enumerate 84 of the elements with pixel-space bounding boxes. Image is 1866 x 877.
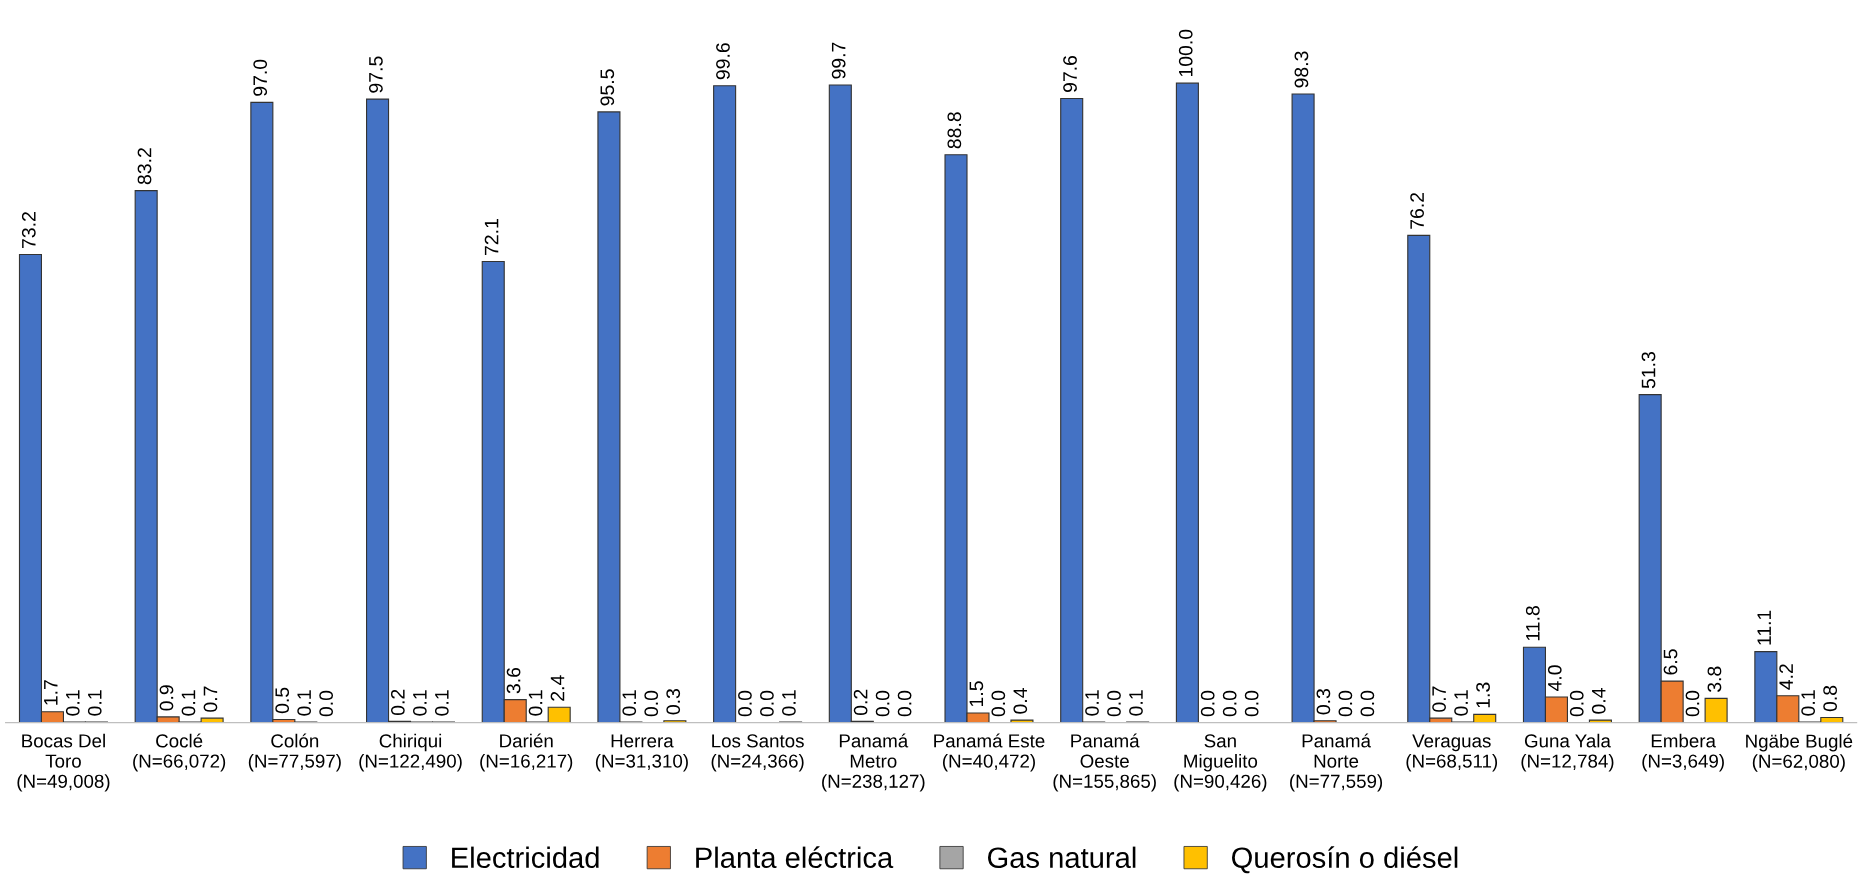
data-label: 97.0 [253,59,268,96]
data-label: 0.0 [1685,690,1700,717]
x-tick-label: Panamá Este (N=40,472) [934,733,1045,772]
data-label: 99.7 [831,42,846,79]
data-label: 0.0 [1569,690,1584,717]
data-label: 0.4 [1013,688,1028,714]
x-tick-label: Panamá Oeste (N=155,865) [1053,733,1156,792]
data-label: 73.2 [21,212,36,248]
data-label: 0.1 [782,690,796,716]
data-label: 0.1 [412,690,427,716]
data-label: 98.3 [1294,51,1309,88]
x-tick-label: Panamá Metro (N=238,127) [822,733,925,792]
x-tick-label: Darién (N=16,217) [480,733,573,772]
data-label: 0.2 [853,689,868,716]
data-label: 99.6 [716,43,730,80]
data-label: 0.0 [875,690,890,717]
data-label: 0.5 [275,687,290,714]
x-tick-label: Herrera (N=31,310) [595,734,688,772]
data-label: 83.2 [137,148,152,185]
data-label: 0.3 [1316,689,1331,715]
data-label: 0.4 [1591,688,1606,714]
data-label: 0.1 [87,690,102,716]
data-label: 0.2 [390,689,405,716]
data-label: 51.3 [1641,352,1656,389]
data-label: 0.0 [319,690,334,717]
data-label: 0.8 [1823,685,1838,712]
data-label: 95.5 [600,69,615,106]
x-tick-label: Embera (N=3,649) [1642,733,1724,772]
data-label: 0.1 [528,690,543,716]
data-label: 97.5 [369,56,383,93]
x-tick-label: Panamá Norte (N=77,559) [1290,733,1383,792]
data-label: 1.5 [969,681,984,707]
data-label: 1.7 [44,680,58,705]
legend-label: Planta eléctrica [696,846,894,869]
data-label: 0.0 [1222,690,1237,717]
data-label: 76.2 [1410,192,1424,229]
x-tick-label: Ngäbe Buglé (N=62,080) [1746,733,1853,772]
data-label: 0.7 [1432,686,1446,712]
data-label: 0.0 [897,690,912,717]
data-label: 0.1 [1454,690,1468,716]
data-label: 0.1 [1085,690,1099,716]
x-tick-label: Guna Yala (N=12,784) [1521,733,1614,772]
data-label: 0.0 [1200,690,1215,717]
data-label: 72.1 [484,219,499,256]
data-label: 11.8 [1525,606,1540,641]
data-label: 11.1 [1757,610,1771,645]
data-label: 0.1 [65,690,80,716]
data-label: 6.5 [1663,649,1678,675]
data-label: 0.0 [1107,690,1121,717]
legend-label: Electricidad [452,846,599,869]
x-tick-label: Coclé (N=66,072) [133,733,226,772]
data-label: 0.1 [1801,690,1816,716]
data-label: 1.3 [1476,682,1490,708]
data-label: 3.8 [1707,666,1722,693]
x-tick-label: Veraguas (N=68,511) [1406,734,1498,772]
data-label: 100.0 [1178,29,1193,77]
data-label: 0.9 [159,685,174,711]
data-label: 4.0 [1547,665,1562,692]
legend-label: Querosín o diésel [1232,846,1458,874]
x-tick-label: San Miguelito (N=90,426) [1174,734,1267,792]
data-label: 0.7 [203,686,218,712]
data-label: 0.1 [1129,690,1143,716]
x-tick-label: Chiriqui (N=122,490) [359,733,462,772]
x-tick-label: Colón (N=77,597) [248,733,341,772]
data-label: 3.6 [506,667,521,694]
data-label: 0.1 [622,690,637,716]
x-tick-label: Bocas Del Toro (N=49,008) [17,733,110,792]
data-label: 0.0 [760,690,774,717]
data-label: 0.0 [1244,690,1259,717]
data-label: 0.0 [644,690,659,717]
data-label: 0.0 [991,690,1006,717]
data-label: 4.2 [1779,664,1793,690]
data-label: 0.3 [666,689,681,715]
data-label: 0.1 [181,690,196,716]
data-label: 0.0 [1338,690,1353,717]
data-label: 2.4 [550,675,565,701]
data-label: 0.1 [297,690,312,716]
data-label: 0.1 [434,690,449,716]
data-label: 0.0 [738,690,752,717]
data-label: 0.0 [1360,690,1375,717]
data-label: 97.6 [1063,55,1077,93]
data-label: 88.8 [947,112,962,149]
x-tick-label: Los Santos (N=24,366) [711,734,804,772]
legend-label: Gas natural [988,846,1136,869]
